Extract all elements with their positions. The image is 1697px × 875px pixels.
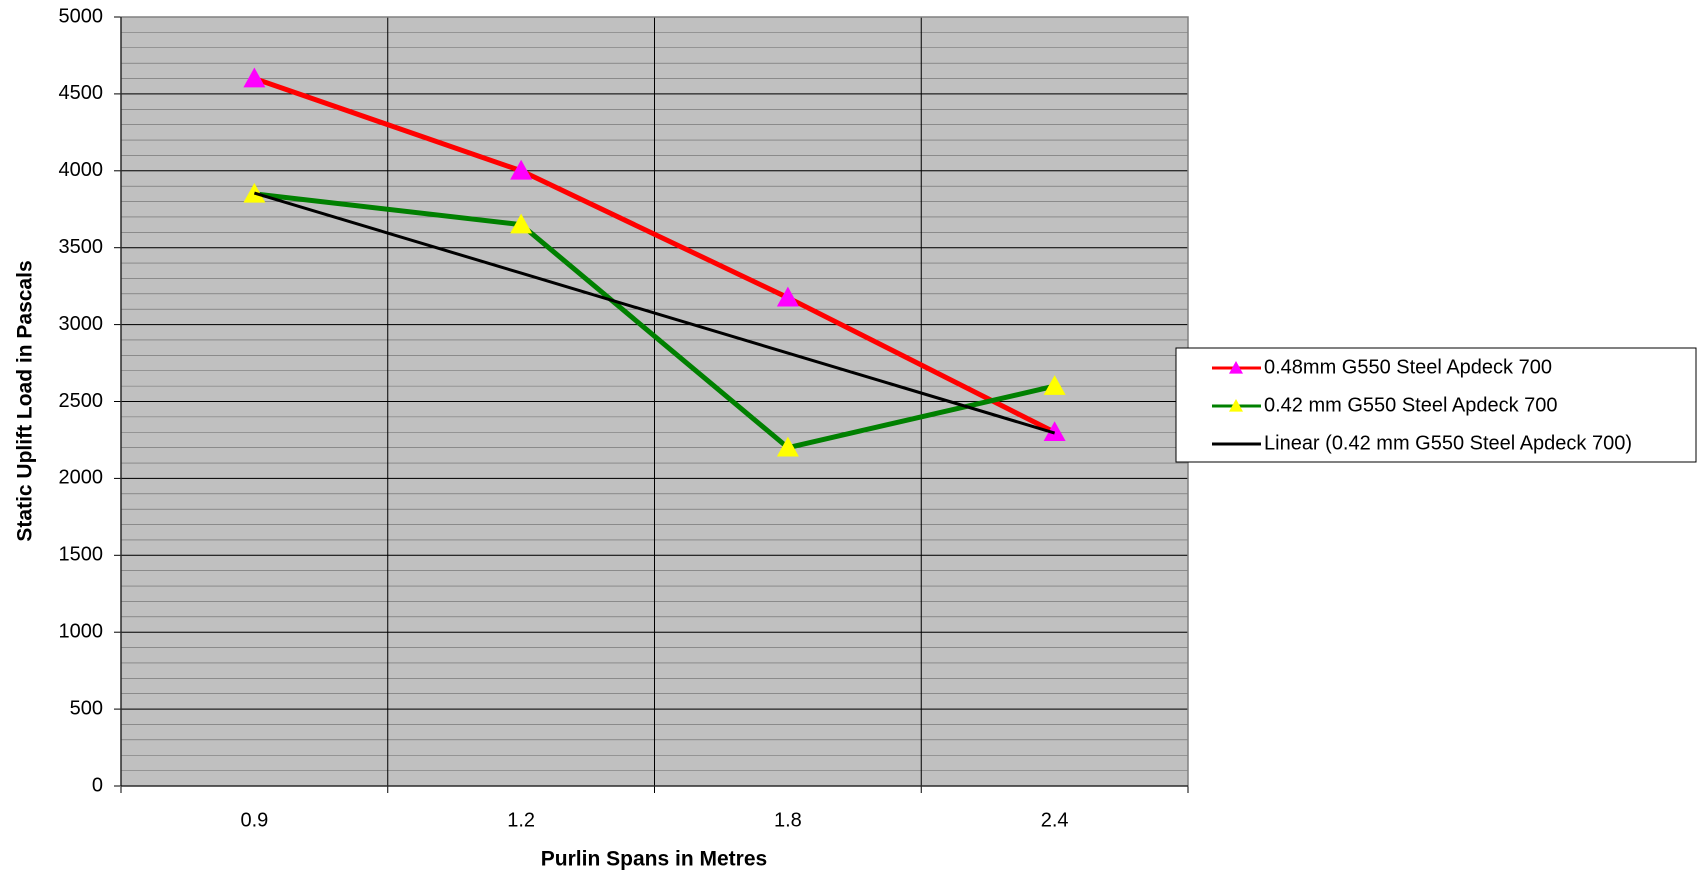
x-tick-label: 1.2 (507, 809, 535, 831)
marker (776, 286, 799, 307)
series-line (253, 191, 1056, 435)
legend-marker (1229, 399, 1243, 412)
marker (1043, 375, 1066, 395)
marker (1043, 421, 1066, 442)
x-axis-title: Purlin Spans in Metres (541, 848, 767, 871)
legend-marker (1229, 361, 1243, 374)
y-tick-label: 2000 (59, 467, 104, 489)
series-line (254, 191, 1056, 451)
legend-label: 0.48mm G550 Steel Apdeck 700 (1264, 356, 1552, 378)
y-tick-label: 1000 (59, 620, 104, 642)
y-axis-title: Static Uplift Load in Pascals (14, 260, 37, 541)
x-tick-label: 2.4 (1041, 809, 1069, 831)
marker (243, 182, 266, 203)
x-tick-label: 1.8 (774, 809, 802, 831)
marker (243, 67, 266, 88)
y-tick-label: 3500 (59, 236, 104, 258)
marker (510, 213, 533, 234)
y-tick-label: 2500 (59, 390, 104, 412)
y-tick-label: 4000 (59, 159, 104, 181)
y-tick-label: 3000 (59, 313, 104, 335)
y-tick-label: 1500 (59, 544, 104, 566)
y-tick-label: 0 (92, 774, 103, 796)
marker (510, 159, 533, 180)
y-tick-label: 5000 (59, 5, 104, 27)
legend-label: Linear (0.42 mm G550 Steel Apdeck 700) (1264, 432, 1632, 454)
y-tick-label: 4500 (59, 82, 104, 104)
marker (776, 436, 799, 457)
legend-box (1175, 347, 1697, 463)
x-tick-label: 0.9 (240, 809, 268, 831)
y-tick-label: 500 (70, 697, 103, 719)
series-line (253, 76, 1056, 435)
legend-label: 0.42 mm G550 Steel Apdeck 700 (1264, 394, 1558, 416)
